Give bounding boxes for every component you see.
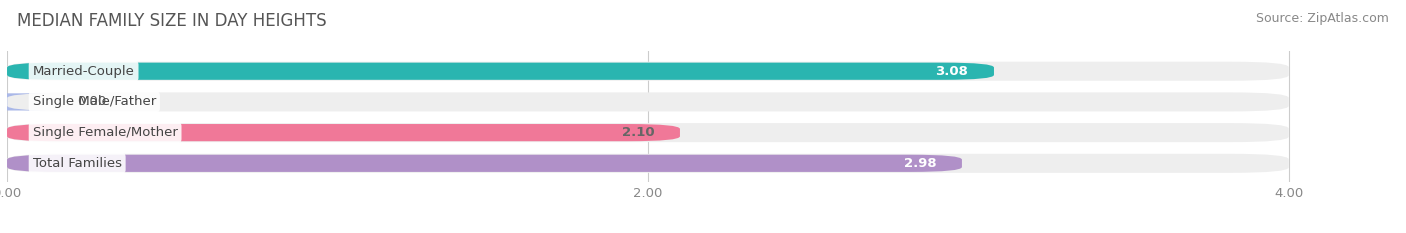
Text: 3.08: 3.08 (935, 65, 969, 78)
FancyBboxPatch shape (0, 93, 58, 110)
Text: Single Female/Mother: Single Female/Mother (32, 126, 177, 139)
FancyBboxPatch shape (7, 155, 962, 172)
Text: Total Families: Total Families (32, 157, 122, 170)
Text: MEDIAN FAMILY SIZE IN DAY HEIGHTS: MEDIAN FAMILY SIZE IN DAY HEIGHTS (17, 12, 326, 30)
Text: Married-Couple: Married-Couple (32, 65, 135, 78)
Text: 0.00: 0.00 (77, 96, 107, 108)
FancyBboxPatch shape (7, 123, 1289, 142)
FancyBboxPatch shape (7, 62, 1289, 81)
FancyBboxPatch shape (7, 63, 994, 80)
Text: Single Male/Father: Single Male/Father (32, 96, 156, 108)
FancyBboxPatch shape (7, 93, 1289, 111)
FancyBboxPatch shape (7, 124, 681, 141)
FancyBboxPatch shape (7, 154, 1289, 173)
Text: 2.98: 2.98 (904, 157, 936, 170)
Text: 2.10: 2.10 (621, 126, 654, 139)
Text: Source: ZipAtlas.com: Source: ZipAtlas.com (1256, 12, 1389, 25)
